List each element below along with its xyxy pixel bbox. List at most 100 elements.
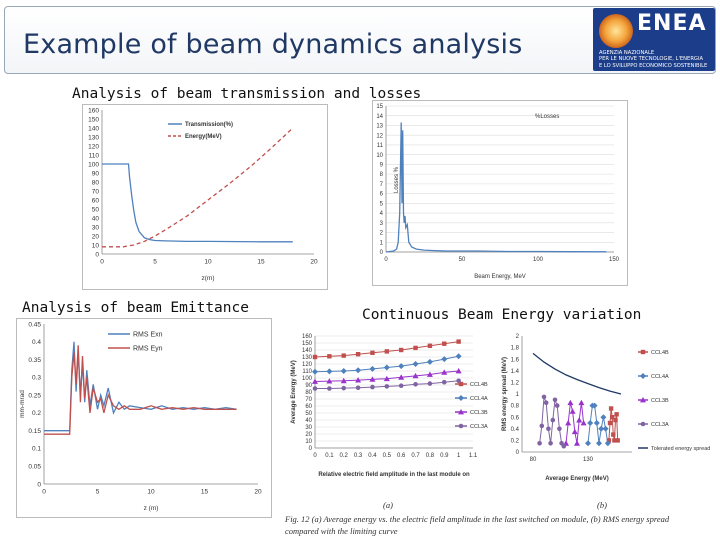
x-tick-label: 80: [530, 457, 537, 463]
y-tick-label: 110: [302, 369, 312, 375]
y-tick-label: 15: [376, 104, 383, 110]
data-point: [369, 376, 376, 382]
legend-marker: [640, 397, 646, 403]
legend-label: CCL3B: [470, 410, 488, 416]
energy-spread-chart-panel: 0 0.2 0.4 0.6 0.8 1 1.2 1.4 1.6 1.8 2 80 130 Average …: [500, 330, 718, 490]
y-tick-label: 120: [88, 143, 99, 150]
data-point: [610, 415, 615, 420]
data-point: [591, 402, 598, 409]
y-tick-label: 140: [88, 125, 99, 132]
data-point: [427, 381, 433, 386]
x-axis-label: Relative electric field amplitude in the…: [318, 472, 470, 478]
data-point: [398, 347, 404, 353]
data-point: [456, 339, 461, 344]
data-point: [567, 399, 574, 406]
series-line-energy-mev-: [102, 127, 294, 248]
emittance-chart-panel: 0 0.05 0.1 0.15 0.2 0.25 0.3 0.35 0.4 0.45 0 5 10 15 2…: [16, 318, 272, 518]
data-point: [602, 425, 609, 432]
x-tick-label: 0.1: [325, 453, 334, 459]
series-line-transmission-: [102, 163, 293, 243]
y-tick-label: 150: [88, 116, 99, 123]
y-tick-label: 10: [305, 439, 312, 445]
data-point: [615, 438, 620, 443]
data-point: [384, 384, 390, 389]
y-tick-label: 40: [92, 215, 100, 222]
x-tick-label: 0: [313, 453, 317, 459]
enea-logo: ENEA AGENZIA NAZIONALE PER LE NUOVE TECN…: [593, 8, 715, 71]
data-point: [600, 414, 607, 421]
data-point: [554, 403, 560, 408]
y-tick-label: 1: [380, 240, 384, 246]
y-tick-label: 90: [92, 170, 100, 177]
legend-label: Energy(MeV): [185, 134, 222, 140]
data-point: [565, 420, 572, 426]
enea-emblem-icon: [599, 14, 633, 48]
average-energy-chart: 0102030405060708090100110120130140150160…: [291, 334, 488, 478]
y-tick-label: 140: [302, 348, 313, 354]
data-point: [611, 432, 616, 437]
series-line-tolerated-energy-spread: [532, 352, 622, 395]
y-tick-label: 1.8: [511, 346, 520, 352]
data-point: [355, 385, 361, 391]
y-tick-label: 0: [516, 450, 520, 456]
logo-wordmark: ENEA: [637, 11, 707, 36]
data-point: [340, 377, 347, 384]
data-point: [613, 417, 618, 423]
transmission-chart: 0102030405060708090100110120130140150160…: [82, 104, 328, 290]
data-point: [578, 399, 585, 406]
data-point: [596, 440, 602, 447]
data-point: [327, 386, 332, 391]
y-tick-label: 110: [89, 152, 100, 159]
y-tick-label: 40: [305, 418, 312, 424]
y-tick-label: 8: [380, 172, 384, 178]
data-point: [455, 368, 462, 374]
figure-caption-line1: Fig. 12 (a) Average energy vs. the elect…: [285, 514, 670, 524]
y-tick-label: 0.2: [32, 410, 41, 417]
data-point: [456, 378, 461, 384]
data-point: [370, 384, 375, 390]
legend-label: CCL4B: [651, 350, 669, 356]
data-point: [541, 394, 547, 400]
data-point: [398, 363, 405, 370]
data-point: [398, 374, 405, 380]
energy-spread-chart: 0 0.2 0.4 0.6 0.8 1 1.2 1.4 1.6 1.8 2 80 130 Average …: [502, 334, 710, 482]
data-point: [427, 343, 433, 348]
y-tick-label: 0.4: [511, 427, 520, 433]
legend-marker: [458, 395, 464, 401]
legend-label: CCL3A: [470, 424, 488, 430]
data-point: [426, 371, 433, 377]
y-tick-label: 7: [380, 182, 384, 188]
data-point: [593, 420, 600, 426]
data-point: [574, 440, 580, 446]
data-point: [543, 400, 549, 405]
y-tick-label: 0: [95, 251, 99, 258]
y-tick-label: 30: [305, 425, 312, 431]
x-tick-label: 0.9: [440, 453, 449, 459]
legend-label: CCL4A: [651, 374, 669, 380]
x-tick-label: 0.5: [383, 453, 392, 459]
series-line-ccl4a: [587, 405, 609, 444]
y-tick-label: 80: [305, 390, 312, 396]
data-point: [341, 385, 347, 391]
data-point: [580, 420, 587, 426]
data-point: [455, 353, 462, 360]
data-point: [614, 412, 619, 417]
series-line--losses: [385, 122, 607, 253]
x-axis-label: z (m): [144, 505, 159, 512]
x-axis-label: Average Energy (MeV): [545, 476, 608, 482]
x-axis-label: z(m): [202, 275, 215, 282]
data-point: [412, 361, 419, 367]
x-tick-label: 0.4: [368, 453, 377, 459]
section-transmission-title: Analysis of beam transmission and losses: [72, 86, 422, 102]
data-point: [569, 408, 576, 414]
legend-label: RMS Exn: [133, 331, 163, 338]
y-tick-label: 0.2: [511, 439, 520, 445]
data-point: [312, 354, 318, 360]
x-tick-label: 0.7: [411, 453, 420, 459]
y-tick-label: 12: [376, 133, 383, 139]
y-axis-label: Losses %: [394, 166, 400, 193]
y-tick-label: 20: [92, 233, 100, 240]
y-tick-label: 90: [305, 383, 312, 389]
legend-label: RMS Eyn: [133, 345, 163, 352]
data-point: [383, 375, 390, 382]
